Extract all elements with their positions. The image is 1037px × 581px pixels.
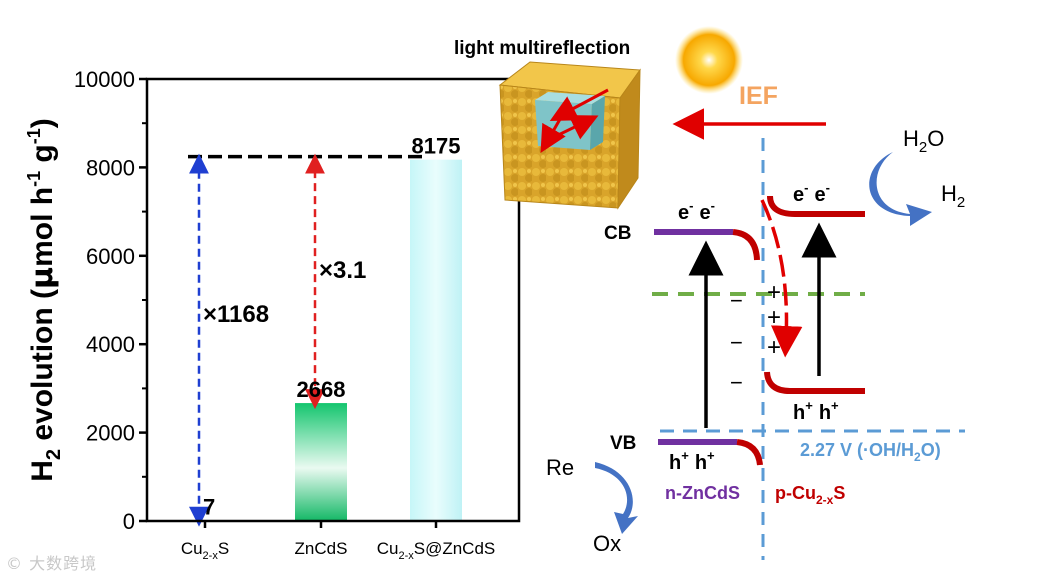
enhancement-label: ×3.1 xyxy=(319,257,366,284)
y-axis-label: H2 evolution (μmol h-1 g-1) xyxy=(24,118,65,482)
bar xyxy=(410,159,462,522)
electron-transfer-arrow xyxy=(760,199,803,358)
y-tick-label: 0 xyxy=(123,509,135,534)
value-labels-layer: 7 2668 8175 xyxy=(203,134,460,520)
x-axis: Cu2-xS ZnCdS Cu2-xS@ZnCdS xyxy=(181,521,495,562)
value-label: 8175 xyxy=(412,134,461,159)
electrons-right: e-e- xyxy=(793,180,830,206)
value-label: 7 xyxy=(203,495,215,520)
watermark: © 大数跨境 xyxy=(6,554,98,573)
value-label: 2668 xyxy=(297,377,346,402)
minus-charge: − xyxy=(730,330,743,355)
y-tick-label: 4000 xyxy=(86,332,135,357)
re-label: Re xyxy=(546,455,574,480)
light-multireflection-label: light multireflection xyxy=(454,38,630,59)
oxidation-curved-arrow xyxy=(595,462,638,534)
minus-charge: − xyxy=(730,370,743,395)
vb-label: VB xyxy=(610,433,636,454)
holes-right: h+ h+ xyxy=(793,398,839,424)
h2o-label: H2O xyxy=(903,126,944,156)
enhancement-label: ×1168 xyxy=(203,301,269,328)
ief-label: IEF xyxy=(739,82,778,110)
y-tick-label: 6000 xyxy=(86,244,135,269)
y-tick-label: 2000 xyxy=(86,421,135,446)
n-cb-bend xyxy=(732,229,760,261)
electrons-left: e-e- xyxy=(678,198,715,224)
x-tick-label: ZnCdS xyxy=(295,539,348,558)
bar xyxy=(295,403,347,521)
sun-icon xyxy=(675,26,743,94)
band-diagram: light multireflection IEF − − − + + + xyxy=(454,26,965,560)
bars-layer xyxy=(179,159,462,522)
plus-charge: + xyxy=(767,304,781,331)
y-tick-label: 10000 xyxy=(74,67,135,92)
plus-charge: + xyxy=(767,279,781,306)
plus-charge: + xyxy=(767,334,781,361)
holes-left: h+ h+ xyxy=(669,448,715,474)
minus-charge: − xyxy=(730,288,743,313)
bar-chart: ×1168 ×3.1 0 2000 4000 6000 8000 10000 Cu2-xS Z… xyxy=(24,67,521,562)
n-vb-bend xyxy=(736,439,763,466)
y-tick-label: 8000 xyxy=(86,155,135,180)
x-tick-label: Cu2-xS@ZnCdS xyxy=(377,539,496,562)
p-cb-bend xyxy=(767,195,796,217)
h2-label: H2 xyxy=(941,181,965,211)
y-axis: 0 2000 4000 6000 8000 10000 xyxy=(74,67,147,534)
p-cu2xs-label: p-Cu2-xS xyxy=(775,483,845,507)
reduction-curved-arrow xyxy=(869,152,932,226)
ox-label: Ox xyxy=(593,531,621,556)
p-vb-bend xyxy=(764,371,791,394)
n-zncds-label: n-ZnCdS xyxy=(665,483,740,503)
potential-label: 2.27 V (·OH/H2O) xyxy=(800,440,941,464)
cb-label: CB xyxy=(604,223,631,244)
x-tick-label: Cu2-xS xyxy=(181,539,229,562)
enhancement-arrows-layer: ×1168 ×3.1 xyxy=(189,153,366,527)
core-shell-cube-illustration xyxy=(498,61,641,210)
